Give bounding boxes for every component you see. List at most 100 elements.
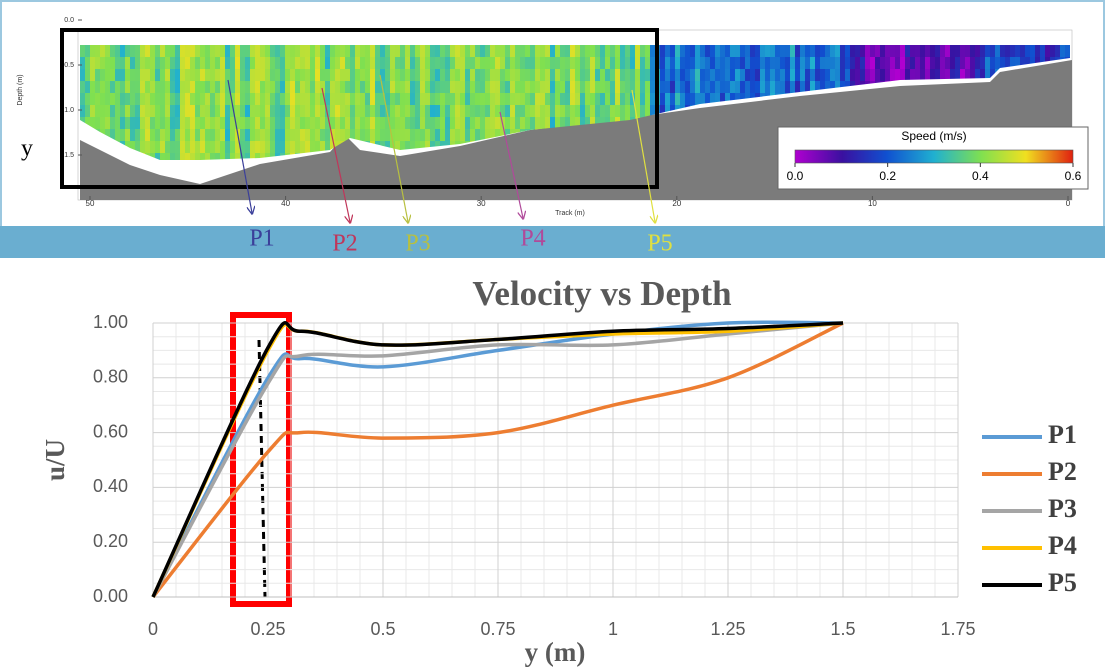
speed-cell — [105, 117, 110, 129]
speed-cell — [345, 81, 350, 93]
speed-cell — [360, 45, 365, 57]
speed-cell — [110, 81, 115, 93]
speed-cell — [815, 81, 820, 93]
speed-cell — [360, 129, 365, 141]
speed-cell — [730, 81, 735, 93]
speed-cell — [830, 57, 835, 69]
speed-cell — [220, 141, 225, 153]
speed-cell — [575, 93, 580, 105]
speed-cell — [260, 129, 265, 141]
speed-cell — [465, 93, 470, 105]
speed-cell — [390, 141, 395, 153]
speed-cell — [315, 93, 320, 105]
speed-cell — [850, 69, 855, 81]
speed-cell — [715, 93, 720, 105]
speed-cell — [720, 69, 725, 81]
speed-cell — [380, 57, 385, 69]
speed-cell — [250, 57, 255, 69]
speed-cell — [630, 57, 635, 69]
speed-cell — [670, 57, 675, 69]
speed-cell — [230, 69, 235, 81]
speed-cell — [175, 105, 180, 117]
speed-cell — [690, 81, 695, 93]
speed-cell — [310, 45, 315, 57]
speed-cell — [635, 93, 640, 105]
speed-cell — [190, 129, 195, 141]
speed-cell — [615, 69, 620, 81]
speed-cell — [605, 93, 610, 105]
speed-cell — [225, 141, 230, 153]
speed-cell — [800, 57, 805, 69]
speed-cell — [795, 81, 800, 93]
speed-cell — [250, 81, 255, 93]
speed-cell — [245, 57, 250, 69]
speed-cell — [245, 129, 250, 141]
speed-cell — [355, 129, 360, 141]
speed-cell — [230, 45, 235, 57]
speed-cell — [515, 105, 520, 117]
speed-cell — [610, 93, 615, 105]
speed-cell — [90, 93, 95, 105]
speed-cell — [305, 93, 310, 105]
speed-cell — [945, 57, 950, 69]
speed-cell — [450, 69, 455, 81]
speed-cell — [250, 69, 255, 81]
speed-cell — [520, 117, 525, 129]
speed-cell — [725, 69, 730, 81]
speed-cell — [870, 57, 875, 69]
speed-cell — [405, 93, 410, 105]
speed-cell — [95, 81, 100, 93]
speed-cell — [715, 81, 720, 93]
speed-cell — [255, 57, 260, 69]
speed-cell — [80, 105, 85, 117]
speed-cell — [840, 57, 845, 69]
speed-cell — [555, 93, 560, 105]
speed-cell — [205, 117, 210, 129]
speed-cell — [405, 45, 410, 57]
speed-cell — [835, 81, 840, 93]
speed-cell — [235, 69, 240, 81]
speed-cell — [945, 69, 950, 81]
speed-cell — [155, 141, 160, 153]
speed-cell — [275, 105, 280, 117]
speed-cell — [335, 129, 340, 141]
speed-cell — [550, 117, 555, 129]
speed-cell — [155, 45, 160, 57]
speed-cell — [370, 105, 375, 117]
speed-cell — [685, 81, 690, 93]
speed-cell — [290, 141, 295, 153]
speed-cell — [720, 93, 725, 105]
speed-cell — [145, 57, 150, 69]
speed-cell — [995, 45, 1000, 57]
speed-cell — [375, 105, 380, 117]
speed-cell — [415, 129, 420, 141]
speed-cell — [730, 69, 735, 81]
speed-cell — [335, 93, 340, 105]
speed-cell — [470, 105, 475, 117]
speed-cell — [650, 57, 655, 69]
speed-cell — [210, 69, 215, 81]
speed-cell — [365, 45, 370, 57]
speed-cell — [240, 153, 245, 160]
speed-cell — [395, 129, 400, 141]
speed-cell — [395, 93, 400, 105]
speed-cell — [445, 105, 450, 117]
speed-cell — [235, 45, 240, 57]
speed-cell — [490, 105, 495, 117]
speed-cell — [430, 57, 435, 69]
speed-cell — [360, 93, 365, 105]
speed-cell — [425, 129, 430, 141]
speed-cell — [730, 45, 735, 57]
speed-cell — [190, 57, 195, 69]
speed-cell — [955, 69, 960, 81]
point-label: P4 — [520, 226, 545, 252]
speed-cell — [245, 105, 250, 117]
speed-cell — [320, 141, 325, 153]
speed-cell — [420, 45, 425, 57]
speed-cell — [150, 69, 155, 81]
speed-cell — [670, 45, 675, 57]
speed-cell — [270, 129, 275, 141]
speed-cell — [325, 141, 330, 153]
speed-cell — [540, 117, 545, 129]
speed-cell — [245, 117, 250, 129]
